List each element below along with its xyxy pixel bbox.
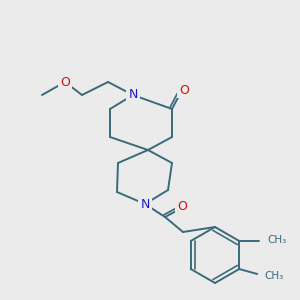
Text: O: O — [60, 76, 70, 88]
Text: CH₃: CH₃ — [267, 235, 286, 245]
Text: O: O — [177, 200, 187, 214]
Text: CH₃: CH₃ — [264, 271, 284, 281]
Text: N: N — [128, 88, 138, 101]
Text: O: O — [179, 83, 189, 97]
Text: N: N — [140, 197, 150, 211]
